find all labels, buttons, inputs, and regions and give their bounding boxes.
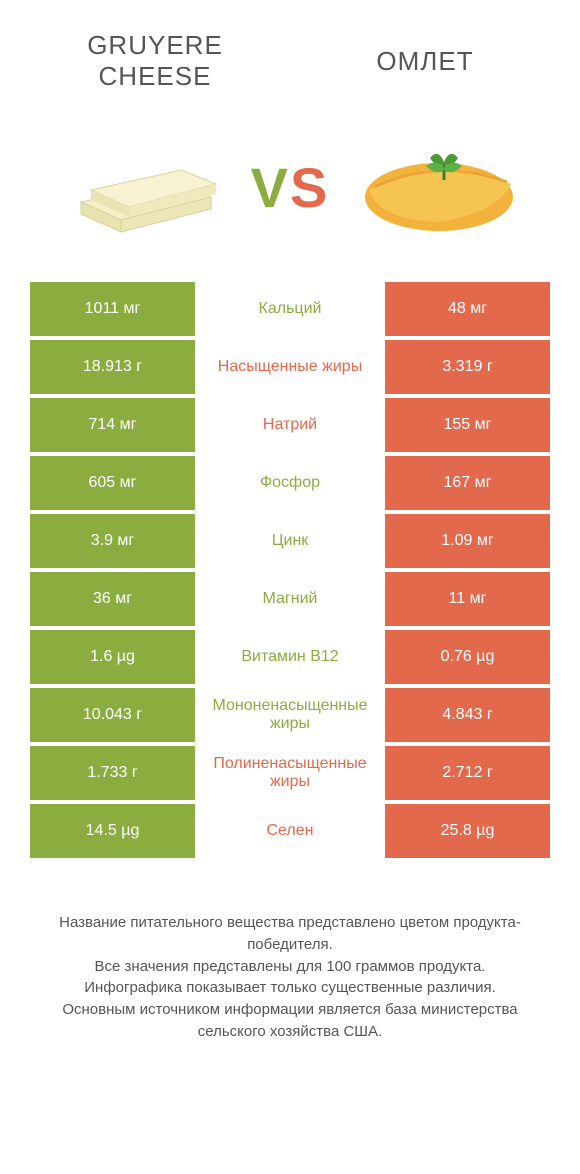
- comparison-table: 1011 мгКальций48 мг18.913 гНасыщенные жи…: [0, 282, 580, 858]
- right-value: 48 мг: [385, 282, 550, 336]
- left-value: 1.733 г: [30, 746, 195, 800]
- nutrient-label: Натрий: [195, 398, 385, 452]
- footer-line: Инфографика показывает только существенн…: [30, 977, 550, 999]
- nutrient-label: Мононенасыщенные жиры: [195, 688, 385, 742]
- right-value: 4.843 г: [385, 688, 550, 742]
- table-row: 714 мгНатрий155 мг: [30, 398, 550, 452]
- nutrient-label: Полиненасыщенные жиры: [195, 746, 385, 800]
- nutrient-label: Цинк: [195, 514, 385, 568]
- table-row: 10.043 гМононенасыщенные жиры4.843 г: [30, 688, 550, 742]
- vs-v: V: [251, 156, 290, 219]
- right-value: 25.8 µg: [385, 804, 550, 858]
- footer-line: Все значения представлены для 100 граммо…: [30, 956, 550, 978]
- left-value: 14.5 µg: [30, 804, 195, 858]
- header: Gruyere Cheese Омлет: [0, 0, 580, 102]
- table-row: 18.913 гНасыщенные жиры3.319 г: [30, 340, 550, 394]
- vs-s: S: [290, 156, 329, 219]
- left-value: 1011 мг: [30, 282, 195, 336]
- footer-line: Название питательного вещества представл…: [30, 912, 550, 956]
- left-value: 36 мг: [30, 572, 195, 626]
- left-value: 605 мг: [30, 456, 195, 510]
- right-product-title: Омлет: [304, 46, 547, 77]
- table-row: 605 мгФосфор167 мг: [30, 456, 550, 510]
- nutrient-label: Витамин B12: [195, 630, 385, 684]
- right-value: 3.319 г: [385, 340, 550, 394]
- left-value: 1.6 µg: [30, 630, 195, 684]
- table-row: 14.5 µgСелен25.8 µg: [30, 804, 550, 858]
- left-value: 3.9 мг: [30, 514, 195, 568]
- left-product-title: Gruyere Cheese: [34, 30, 277, 92]
- right-value: 1.09 мг: [385, 514, 550, 568]
- table-row: 36 мгМагний11 мг: [30, 572, 550, 626]
- left-value: 18.913 г: [30, 340, 195, 394]
- nutrient-label: Насыщенные жиры: [195, 340, 385, 394]
- nutrient-label: Фосфор: [195, 456, 385, 510]
- table-row: 1.6 µgВитамин B120.76 µg: [30, 630, 550, 684]
- right-value: 155 мг: [385, 398, 550, 452]
- table-row: 3.9 мгЦинк1.09 мг: [30, 514, 550, 568]
- footer-notes: Название питательного вещества представл…: [0, 862, 580, 1043]
- right-value: 0.76 µg: [385, 630, 550, 684]
- footer-line: Основным источником информации является …: [30, 999, 550, 1043]
- right-value: 167 мг: [385, 456, 550, 510]
- vs-label: VS: [251, 155, 330, 220]
- left-value: 10.043 г: [30, 688, 195, 742]
- nutrient-label: Кальций: [195, 282, 385, 336]
- table-row: 1011 мгКальций48 мг: [30, 282, 550, 336]
- right-value: 2.712 г: [385, 746, 550, 800]
- table-row: 1.733 гПолиненасыщенные жиры2.712 г: [30, 746, 550, 800]
- nutrient-label: Магний: [195, 572, 385, 626]
- cheese-illustration: [61, 132, 231, 242]
- left-value: 714 мг: [30, 398, 195, 452]
- right-value: 11 мг: [385, 572, 550, 626]
- vs-row: VS: [0, 102, 580, 282]
- omelette-illustration: [349, 132, 519, 242]
- nutrient-label: Селен: [195, 804, 385, 858]
